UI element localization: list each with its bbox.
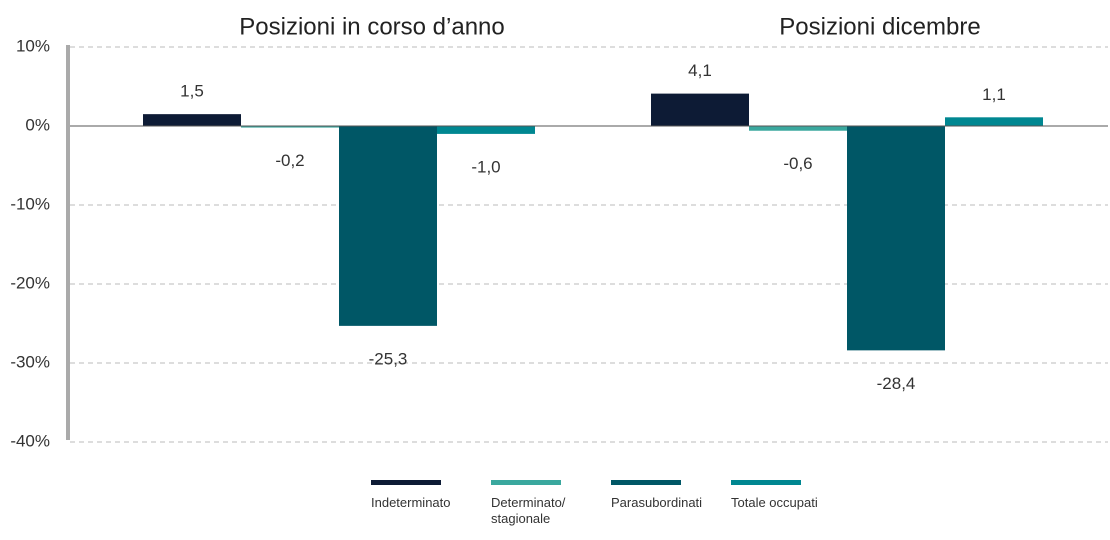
legend-swatch	[611, 480, 681, 485]
y-tick-label: 10%	[16, 36, 50, 55]
bar	[437, 126, 535, 134]
value-label: -0,6	[783, 154, 812, 173]
legend: Indeterminato Determinato/ stagionale Para…	[0, 480, 1110, 540]
bar	[241, 126, 339, 128]
y-tick-label: -30%	[10, 352, 50, 371]
bar	[749, 126, 847, 131]
bar	[143, 114, 241, 126]
legend-label: Determinato/ stagionale	[491, 495, 566, 526]
legend-swatch	[491, 480, 561, 485]
category-label: Posizioni in corso d’anno	[239, 13, 505, 40]
legend-item: Determinato/ stagionale	[491, 480, 581, 527]
legend-label: Parasubordinati	[611, 495, 703, 510]
bar	[651, 93, 749, 126]
chart: 10% 0% -10% -20% -30% -40% Posizioni in corso …	[10, 13, 1108, 450]
y-tick-label: -20%	[10, 273, 50, 292]
category-label: Posizioni dicembre	[779, 13, 980, 40]
value-label: -1,0	[471, 157, 500, 176]
value-label: 4,1	[688, 61, 712, 80]
value-label: 1,1	[982, 85, 1006, 104]
legend-swatch	[731, 480, 801, 485]
legend-label: Indeterminato	[371, 495, 451, 510]
legend-label: Totale occupati	[731, 495, 818, 510]
legend-item: Indeterminato	[371, 480, 461, 511]
legend-item: Parasubordinati	[611, 480, 703, 511]
y-tick-label: -40%	[10, 431, 50, 450]
value-label: -25,3	[369, 349, 408, 368]
legend-item: Totale occupati	[731, 480, 821, 511]
value-label: 1,5	[180, 82, 204, 101]
bar	[339, 126, 437, 326]
bar	[847, 126, 945, 351]
value-label: -0,2	[275, 151, 304, 170]
y-tick-label: -10%	[10, 194, 50, 213]
legend-swatch	[371, 480, 441, 485]
bar	[945, 117, 1043, 126]
y-tick-label: 0%	[25, 115, 50, 134]
value-label: -28,4	[877, 374, 916, 393]
